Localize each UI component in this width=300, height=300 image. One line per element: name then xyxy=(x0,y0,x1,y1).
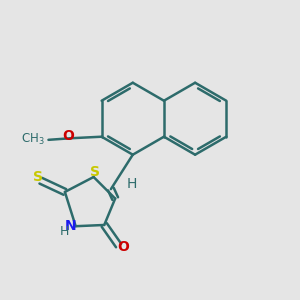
Text: O: O xyxy=(62,129,74,143)
Text: H: H xyxy=(60,225,69,238)
Text: O: O xyxy=(117,240,129,254)
Text: S: S xyxy=(33,170,43,184)
Text: CH$_3$: CH$_3$ xyxy=(21,132,45,147)
Text: N: N xyxy=(64,219,76,233)
Text: S: S xyxy=(89,165,100,179)
Text: H: H xyxy=(127,177,137,191)
